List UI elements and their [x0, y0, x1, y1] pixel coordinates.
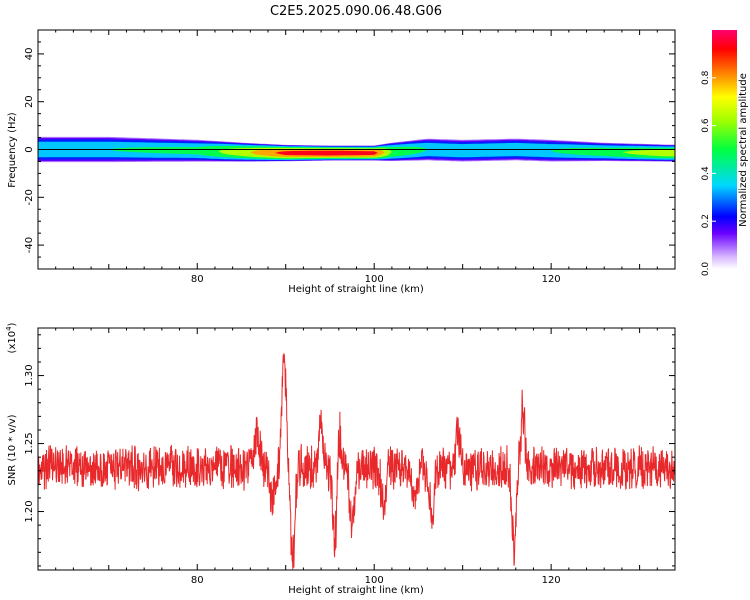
spectrogram-x-axis: 80 100 120: [37, 30, 676, 285]
snr-x-axis: 80 100 120: [37, 328, 676, 586]
y-tick-label: 1.30: [24, 364, 35, 386]
snr-panel: 80 100 120 1.20 1.25 1.30 Height of straight…: [5, 322, 676, 596]
colorbar-tick-label: 0.8: [701, 70, 711, 85]
x-tick-label: 100: [365, 575, 384, 586]
snr-y-scale-suffix: ): [7, 322, 18, 326]
colorbar-tick-label: 0.0: [701, 262, 711, 277]
x-tick-label: 100: [365, 274, 384, 285]
spectrogram-panel: 80 100 120 -40 -20 0 20 40 Height of straight …: [7, 29, 676, 295]
colorbar-axis: 0.0 0.2 0.4 0.6 0.8: [701, 70, 716, 276]
svg-text:(x104): (x104): [5, 322, 18, 353]
y-tick-label: 1.20: [24, 500, 35, 522]
y-tick-label: 0: [24, 146, 35, 152]
y-tick-label: -20: [24, 189, 35, 205]
figure-title: C2E5.2025.090.06.48.G06: [270, 4, 442, 19]
spectrogram-x-label: Height of straight line (km): [288, 284, 424, 295]
y-tick-label: -40: [24, 237, 35, 253]
colorbar-label: Normalized spectral amplitude: [738, 73, 749, 227]
y-tick-label: 20: [24, 95, 35, 108]
snr-y-scale: (x104): [5, 322, 18, 353]
y-tick-label: 1.25: [24, 432, 35, 454]
x-tick-label: 80: [191, 575, 204, 586]
colorbar-tick-label: 0.6: [701, 118, 711, 133]
spectrogram-band: [38, 136, 675, 163]
colorbar-tick-label: 0.4: [701, 166, 711, 181]
snr-series-line: [38, 353, 675, 570]
spectrogram-y-axis: -40 -20 0 20 40: [24, 29, 675, 270]
spectrogram-y-label: Frequency (Hz): [7, 112, 18, 188]
snr-y-scale-prefix: (x10: [7, 331, 18, 354]
x-tick-label: 80: [191, 274, 204, 285]
spectrogram-level-7: [38, 149, 675, 156]
x-tick-label: 120: [542, 575, 561, 586]
colorbar: 0.0 0.2 0.4 0.6 0.8 Normalized spectral ampl…: [701, 30, 749, 276]
snr-y-scale-exponent: 4: [5, 326, 13, 331]
colorbar-tick-label: 0.2: [701, 214, 711, 228]
snr-y-label: SNR (10 * v/v): [7, 414, 18, 485]
y-tick-label: 40: [24, 48, 35, 61]
x-tick-label: 120: [542, 274, 561, 285]
snr-x-label: Height of straight line (km): [288, 585, 424, 596]
snr-y-axis: 1.20 1.25 1.30: [24, 334, 675, 567]
colorbar-gradient: [712, 30, 737, 269]
snr-frame: [37, 327, 676, 571]
